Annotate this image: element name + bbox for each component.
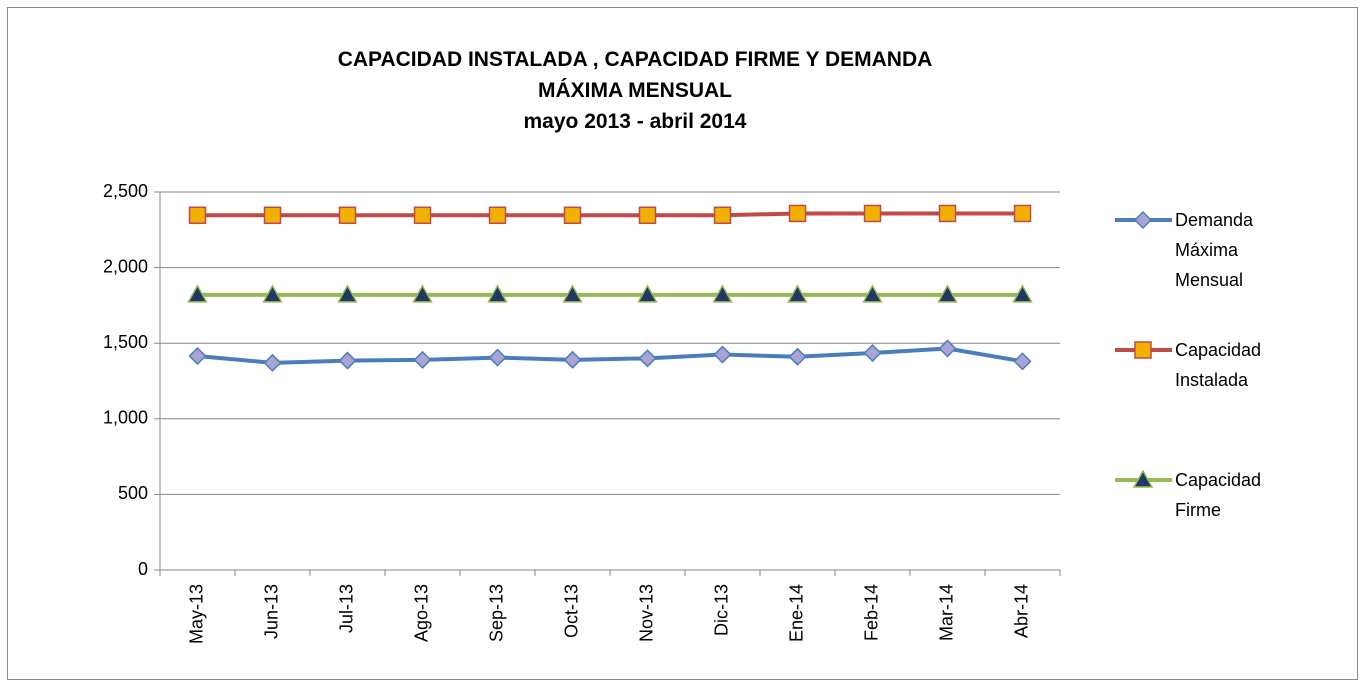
x-tick-label: Jul-13 xyxy=(336,584,356,633)
x-tick-label: Ene-14 xyxy=(786,584,806,642)
series-line xyxy=(197,346,1023,365)
data-point xyxy=(562,284,583,303)
data-point xyxy=(413,206,432,225)
x-tick-label: Ago-13 xyxy=(411,584,431,642)
legend-marker xyxy=(1132,469,1154,488)
data-point xyxy=(413,350,432,369)
data-point xyxy=(262,284,283,303)
legend-marker xyxy=(1134,341,1152,359)
x-tick-label: Feb-14 xyxy=(861,584,881,641)
data-point xyxy=(862,284,883,303)
data-point xyxy=(638,206,657,225)
y-tick-label: 0 xyxy=(138,559,148,579)
data-point xyxy=(188,206,207,225)
data-point xyxy=(863,343,882,363)
data-point xyxy=(488,206,507,225)
data-point xyxy=(412,284,433,303)
x-tick-label: Sep-13 xyxy=(486,584,506,642)
data-point xyxy=(488,348,507,367)
x-tick-label: May-13 xyxy=(186,584,206,644)
data-point xyxy=(637,284,658,303)
legend-marker xyxy=(1133,210,1153,230)
data-point xyxy=(938,204,957,223)
legend-label: Demanda Máxima Mensual xyxy=(1175,210,1254,290)
data-point xyxy=(563,206,582,225)
data-point xyxy=(1013,204,1032,223)
data-point xyxy=(938,339,957,358)
data-point xyxy=(1012,284,1033,303)
legend-label: Capacidad Instalada xyxy=(1175,340,1262,390)
data-point xyxy=(337,284,358,303)
x-tick-label: Mar-14 xyxy=(936,584,956,641)
chart-border xyxy=(7,7,1358,680)
data-point xyxy=(788,204,807,223)
chart-subtitle: mayo 2013 - abril 2014 xyxy=(523,110,747,133)
data-point xyxy=(1013,352,1032,371)
data-point xyxy=(263,353,282,372)
data-point xyxy=(638,349,657,368)
data-point xyxy=(788,347,807,366)
x-tick-label: Jun-13 xyxy=(261,584,281,639)
data-point xyxy=(188,346,207,366)
legend-label: Capacidad Firme xyxy=(1175,470,1262,520)
x-tick-label: Nov-13 xyxy=(636,584,656,642)
data-point xyxy=(263,206,282,225)
data-point xyxy=(338,351,357,370)
data-point xyxy=(863,204,882,223)
data-point xyxy=(937,284,958,303)
y-tick-label: 2,500 xyxy=(103,181,148,201)
x-tick-label: Oct-13 xyxy=(561,584,581,638)
data-point xyxy=(713,345,732,364)
y-tick-label: 500 xyxy=(118,483,148,503)
x-tick-label: Abr-14 xyxy=(1011,584,1031,638)
y-tick-label: 1,000 xyxy=(103,408,148,428)
y-tick-label: 2,000 xyxy=(103,256,148,276)
data-point xyxy=(713,206,732,225)
data-point xyxy=(787,284,808,303)
data-point xyxy=(487,284,508,303)
data-point xyxy=(712,284,733,303)
data-point xyxy=(563,350,582,369)
data-point xyxy=(338,206,357,225)
series-line xyxy=(197,211,1023,218)
chart-title: CAPACIDAD INSTALADA , CAPACIDAD FIRME Y … xyxy=(337,48,933,102)
x-tick-label: Dic-13 xyxy=(711,584,731,636)
data-point xyxy=(187,284,208,303)
y-tick-label: 1,500 xyxy=(103,332,148,352)
